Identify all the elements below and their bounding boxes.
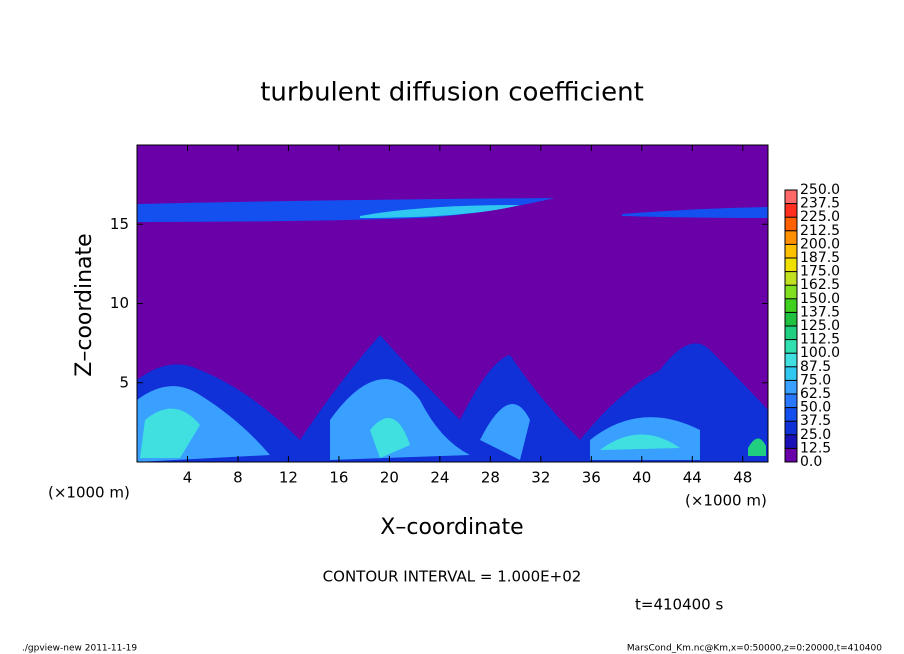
y-tick-label: 10	[110, 294, 129, 312]
field-shape	[622, 207, 768, 218]
colorbar-segment	[785, 326, 797, 340]
colorbar-segment	[785, 217, 797, 231]
colorbar-label: 225.0	[800, 209, 840, 225]
colorbar-segment	[785, 353, 797, 367]
colorbar-label: 237.5	[800, 196, 840, 212]
x-tick-label: 28	[481, 469, 500, 487]
colorbar-label: 87.5	[800, 359, 831, 375]
x-tick-label: 40	[632, 469, 651, 487]
colorbar-label: 62.5	[800, 386, 831, 402]
colorbar-segment	[785, 434, 797, 449]
x-axis-title: X–coordinate	[380, 515, 523, 540]
x-tick-label: 8	[233, 469, 243, 487]
colorbar-label: 37.5	[800, 413, 831, 429]
colorbar-label: 12.5	[800, 440, 831, 456]
colorbar-segment	[785, 285, 797, 299]
colorbar-segment	[785, 312, 797, 326]
y-unit-label: (×1000 m)	[48, 484, 130, 502]
time-label: t=410400 s	[635, 596, 723, 614]
colorbar-label: 75.0	[800, 372, 831, 388]
colorbar-segment	[785, 421, 797, 435]
colorbar-segment	[785, 394, 797, 408]
field-shape	[360, 205, 520, 218]
colorbar-segment	[785, 339, 797, 354]
colorbar-label: 0.0	[800, 454, 822, 470]
colorbar-segment	[785, 366, 797, 381]
colorbar-segment	[785, 380, 797, 394]
colorbar-label: 175.0	[800, 264, 840, 280]
colorbar-label: 50.0	[800, 400, 831, 416]
x-tick-label: 20	[380, 469, 399, 487]
y-axis-title: Z–coordinate	[72, 233, 97, 376]
colorbar-segment	[785, 271, 797, 286]
colorbar-label: 162.5	[800, 277, 840, 293]
colorbar-segment	[785, 244, 797, 258]
x-tick-label: 4	[183, 469, 193, 487]
field-shape	[137, 198, 555, 222]
x-unit-label: (×1000 m)	[685, 492, 767, 510]
colorbar-segment	[785, 203, 797, 218]
y-tick-label: 5	[119, 373, 129, 391]
x-tick-label: 32	[531, 469, 550, 487]
footer-right: MarsCond_Km.nc@Km,x=0:50000,z=0:20000,t=…	[627, 644, 882, 654]
colorbar-label: 200.0	[800, 236, 840, 252]
colorbar-label: 150.0	[800, 291, 840, 307]
colorbar-segment	[785, 258, 797, 272]
x-tick-label: 48	[733, 469, 752, 487]
colorbar-label: 125.0	[800, 318, 840, 334]
y-tick-label: 15	[110, 215, 129, 233]
colorbar-segment	[785, 298, 797, 313]
colorbar-label: 212.5	[800, 223, 840, 239]
x-tick-label: 12	[279, 469, 298, 487]
colorbar-segment	[785, 448, 797, 462]
colorbar-label: 112.5	[800, 332, 840, 348]
x-tick-label: 16	[329, 469, 348, 487]
field-shape	[748, 438, 766, 456]
colorbar-label: 25.0	[800, 427, 831, 443]
x-tick-label: 24	[430, 469, 449, 487]
x-tick-label: 44	[683, 469, 702, 487]
chart-title: turbulent diffusion coefficient	[260, 78, 644, 108]
field-shape	[137, 379, 700, 462]
field	[137, 145, 768, 462]
colorbar-label: 100.0	[800, 345, 840, 361]
colorbar-label: 137.5	[800, 304, 840, 320]
x-tick-label: 36	[582, 469, 601, 487]
colorbar-label: 250.0	[800, 182, 840, 198]
contour-note: CONTOUR INTERVAL = 1.000E+02	[323, 568, 582, 586]
colorbar-segment	[785, 407, 797, 422]
colorbar-segment	[785, 230, 797, 245]
colorbar-segment	[785, 190, 797, 204]
colorbar-label: 187.5	[800, 250, 840, 266]
footer-left: ./gpview-new 2011-11-19	[22, 644, 137, 654]
